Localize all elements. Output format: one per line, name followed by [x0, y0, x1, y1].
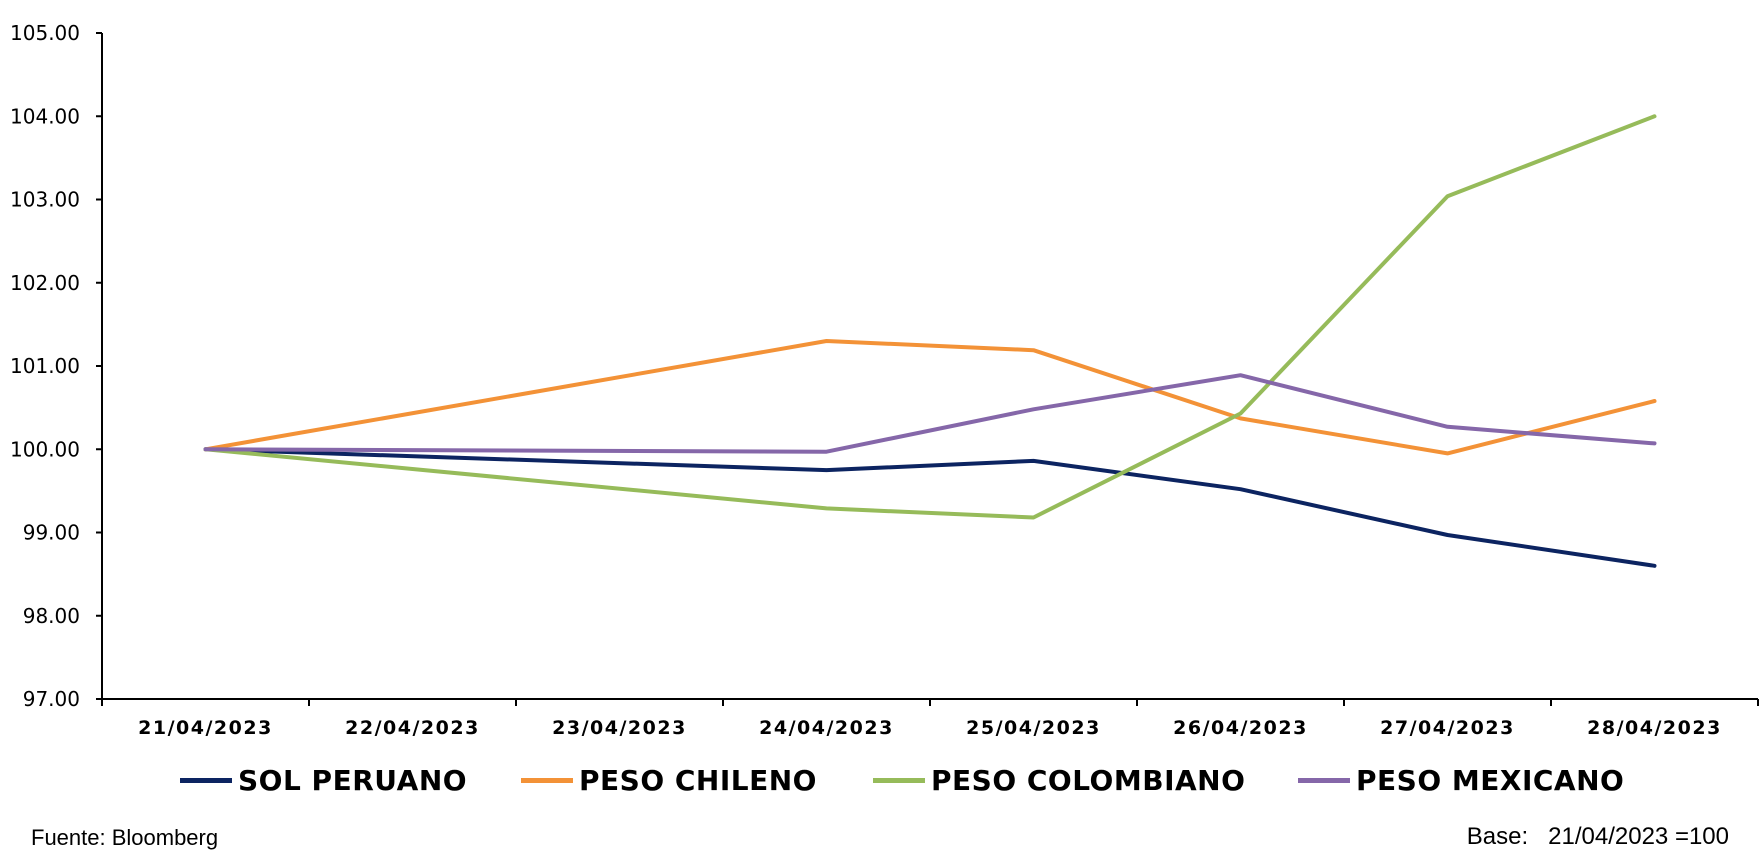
legend-item: SOL PERUANO [180, 760, 467, 800]
x-tick-label: 27/04/2023 [1380, 717, 1515, 739]
legend-label: PESO COLOMBIANO [931, 763, 1246, 797]
series-line-peso-chileno [203, 339, 1657, 456]
x-tick-label: 28/04/2023 [1587, 717, 1722, 739]
series-line-peso-mexicano [203, 373, 1657, 454]
legend-label: PESO CHILENO [579, 763, 817, 797]
y-tick-label: 98.00 [23, 604, 80, 628]
source-note: Fuente: Bloomberg [31, 825, 219, 850]
y-tick-label: 105.00 [10, 21, 80, 45]
x-tick-label: 23/04/2023 [552, 717, 687, 739]
legend: SOL PERUANO PESO CHILENO PESO COLOMBIANO PE… [0, 760, 1760, 800]
legend-swatch [180, 777, 232, 783]
series-line-peso-colombiano [203, 114, 1657, 520]
base-note: Base: 21/04/2023 =100 [1466, 823, 1729, 850]
legend-swatch [873, 777, 925, 783]
y-tick-label: 104.00 [10, 104, 80, 128]
legend-swatch [1298, 777, 1350, 783]
x-tick-label: 22/04/2023 [345, 717, 480, 739]
y-tick-label: 99.00 [23, 521, 80, 545]
y-tick-label: 103.00 [10, 188, 80, 212]
legend-item: PESO COLOMBIANO [873, 760, 1245, 800]
x-tick-label: 21/04/2023 [138, 717, 273, 739]
legend-label: SOL PERUANO [238, 763, 468, 797]
y-axis-ticks: 97.00 98.00 99.00 100.00 101.00 102.00 103.00 1… [10, 21, 102, 711]
series-lines [203, 114, 1657, 568]
legend-label: PESO MEXICANO [1356, 763, 1625, 797]
x-axis-ticks: 21/04/2023 22/04/2023 23/04/2023 24/04/2023… [101, 699, 1759, 739]
legend-item: PESO CHILENO [521, 760, 817, 800]
x-tick-label: 25/04/2023 [966, 717, 1101, 739]
series-line-sol-peruano [203, 447, 1657, 568]
legend-item: PESO MEXICANO [1298, 760, 1624, 800]
y-tick-label: 101.00 [10, 354, 80, 378]
y-tick-label: 97.00 [23, 687, 80, 711]
x-tick-label: 24/04/2023 [759, 717, 894, 739]
y-tick-label: 102.00 [10, 271, 80, 295]
x-tick-label: 26/04/2023 [1173, 717, 1308, 739]
legend-swatch [521, 777, 573, 783]
y-tick-label: 100.00 [10, 437, 80, 461]
